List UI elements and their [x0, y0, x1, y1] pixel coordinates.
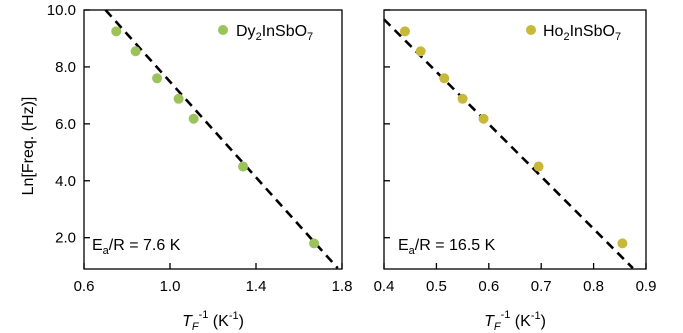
ticks-right	[383, 9, 647, 269]
y-tick-label: 2.0	[55, 230, 76, 247]
legend-marker-dy	[218, 25, 228, 35]
y-tick-label: 4.0	[55, 173, 76, 190]
x-tick-label: 0.6	[74, 278, 95, 295]
data-point	[173, 93, 184, 104]
panel-left: 0.6 1.0 1.4 1.8 2.0 4.0 6.0 8.0 10.0 Dy2InSbO7 E…	[47, 2, 353, 333]
data-point	[188, 113, 199, 124]
y-tick-label: 6.0	[55, 116, 76, 133]
data-point	[415, 46, 426, 57]
annotation-ea-left: Ea/R = 7.6 K	[92, 237, 181, 257]
data-point	[309, 238, 320, 249]
data-point	[478, 113, 489, 124]
data-point	[399, 26, 410, 37]
data-point	[439, 73, 450, 84]
legend-label-dy: Dy2InSbO7	[236, 23, 313, 43]
legend-marker-ho	[526, 25, 536, 35]
data-points-right	[399, 26, 628, 249]
plot-frame-right	[383, 9, 647, 270]
data-point	[111, 26, 122, 37]
fit-line-right	[383, 18, 634, 270]
data-points-left	[111, 26, 320, 249]
x-tick-label: 1.8	[332, 278, 353, 295]
x-tick-label: 0.6	[478, 278, 499, 295]
data-point	[152, 73, 163, 84]
data-point	[617, 238, 628, 249]
tick-labels-left: 0.6 1.0 1.4 1.8 2.0 4.0 6.0 8.0 10.0	[47, 2, 353, 295]
annotation-ea-right: Ea/R = 16.5 K	[398, 237, 496, 257]
panel-right: 0.4 0.5 0.6 0.7 0.8 0.9 Ho2InSbO7 Ea/R = 16.5…	[374, 9, 657, 333]
x-tick-label: 1.4	[246, 278, 267, 295]
x-axis-label-left: TF-1 (K-1)	[182, 309, 244, 333]
x-tick-label: 0.7	[531, 278, 552, 295]
x-tick-label: 0.4	[374, 278, 395, 295]
ticks-left	[83, 9, 343, 269]
data-point	[130, 46, 141, 57]
fit-line-left	[104, 9, 339, 270]
plot-frame-left	[83, 9, 343, 270]
legend-label-ho: Ho2InSbO7	[543, 23, 621, 43]
x-tick-label: 0.5	[426, 278, 447, 295]
legend-right: Ho2InSbO7	[526, 23, 621, 43]
y-tick-label: 10.0	[47, 2, 76, 19]
x-tick-label: 0.8	[583, 278, 604, 295]
x-axis-label-right: TF-1 (K-1)	[484, 309, 546, 333]
x-tick-label: 0.9	[636, 278, 657, 295]
y-axis-label: Ln[Freq. (Hz)]	[20, 97, 37, 196]
fit-line	[104, 9, 339, 270]
data-point	[238, 161, 249, 172]
data-point	[457, 93, 468, 104]
y-tick-label: 8.0	[55, 59, 76, 76]
fit-line	[383, 18, 634, 270]
x-tick-label: 1.0	[160, 278, 181, 295]
legend-left: Dy2InSbO7	[218, 23, 313, 43]
data-point	[533, 161, 544, 172]
tick-labels-right: 0.4 0.5 0.6 0.7 0.8 0.9	[374, 278, 657, 295]
